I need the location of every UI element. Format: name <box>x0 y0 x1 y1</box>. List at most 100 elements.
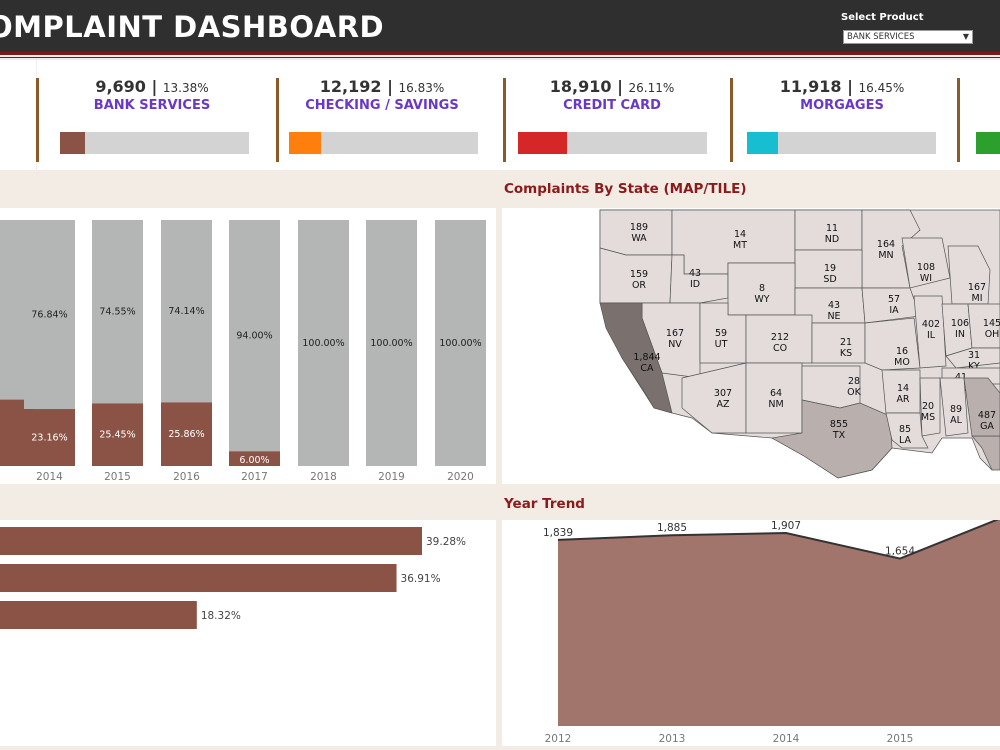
hbar-label: 39.28% <box>426 536 466 548</box>
kpi-progress-fill <box>976 132 1000 154</box>
state-shape-mi <box>947 245 991 305</box>
bar-label-bottom: 23.16% <box>31 433 67 444</box>
bar-segment-top <box>161 220 212 403</box>
kpi-value: 12,192 | 16.83% <box>319 77 445 96</box>
x-tick-label: 2020 <box>447 471 474 483</box>
state-abbr-label: NE <box>827 311 840 322</box>
hbar <box>0 564 397 592</box>
state-abbr-label: NM <box>768 399 783 410</box>
kpi-separator <box>730 78 733 162</box>
bar-segment-bottom <box>229 451 280 466</box>
state-abbr-label: GA <box>980 421 994 432</box>
kpi-progress-track <box>976 132 1000 154</box>
kpi-value: 11,918 | 16.45% <box>779 77 905 96</box>
kpi-label: MORGAGES <box>800 98 884 113</box>
kpi-row: 9,690 | 13.38% BANK SERVICES 12,192 | 16… <box>0 60 1000 170</box>
state-abbr-label: TX <box>832 430 846 441</box>
kpi-progress-fill <box>518 132 568 154</box>
state-count-label: 212 <box>771 332 789 343</box>
x-tick-label: 2014 <box>36 471 63 483</box>
state-abbr-label: UT <box>715 339 728 350</box>
stacked-bar-panel: 76.84% 23.16% 2014 74.55% 25.45% 2015 74.14% 25… <box>0 208 496 484</box>
header-rule <box>0 52 1000 55</box>
state-count-label: 21 <box>840 337 852 348</box>
hbar-label: 18.32% <box>201 610 241 622</box>
kpi-card-morgages[interactable]: 11,918 | 16.45% MORGAGES <box>740 60 960 170</box>
state-abbr-label: AZ <box>716 399 729 410</box>
trend-value-label: 1,907 <box>771 520 801 532</box>
state-shape-oh <box>967 303 1000 349</box>
kpi-card-credit-card[interactable]: 18,910 | 26.11% CREDIT CARD <box>510 60 730 170</box>
bar-label-bottom: 6.00% <box>239 455 269 466</box>
state-count-label: 8 <box>759 283 765 294</box>
bar-label-bottom: 25.86% <box>168 429 204 440</box>
chevron-down-icon[interactable]: ▼ <box>962 32 969 41</box>
kpi-progress-track <box>518 132 707 154</box>
x-tick-label: 2012 <box>545 733 572 745</box>
bar-segment-top <box>24 220 75 410</box>
state-count-label: 43 <box>689 268 701 279</box>
kpi-progress-fill <box>747 132 779 154</box>
year-trend-title: Year Trend <box>504 496 585 512</box>
state-count-label: 164 <box>877 239 895 250</box>
state-count-label: 11 <box>826 223 838 234</box>
state-abbr-label: IN <box>955 329 965 340</box>
bar-segment-bottom <box>24 409 75 466</box>
state-abbr-label: MO <box>894 357 910 368</box>
state-shape-la <box>885 412 929 449</box>
x-tick-label: 2015 <box>104 471 131 483</box>
stacked-bar <box>298 220 349 466</box>
bar-segment-top <box>92 220 143 404</box>
hbar-label: 36.91% <box>401 573 441 585</box>
hbar <box>0 527 422 555</box>
state-count-label: 402 <box>922 319 940 330</box>
x-tick-label: 2017 <box>241 471 268 483</box>
trend-area <box>558 518 1000 726</box>
state-abbr-label: MI <box>972 293 983 304</box>
state-count-label: 85 <box>899 424 911 435</box>
kpi-separator <box>957 78 960 162</box>
state-count-label: 167 <box>968 282 986 293</box>
trend-value-label: 1,654 <box>885 546 915 558</box>
kpi-progress-track <box>747 132 936 154</box>
state-shape-ms <box>919 377 941 437</box>
trend-value-label: 1,839 <box>543 527 573 539</box>
kpi-card-partial-right[interactable] <box>960 60 1000 170</box>
state-count-label: 108 <box>917 262 935 273</box>
trend-line <box>557 517 1000 560</box>
state-shape-mo <box>864 317 921 371</box>
x-tick-label: 2016 <box>173 471 200 483</box>
year-trend-chart: 1,839 1,885 1,907 1,654 2012 2013 2014 2015 <box>543 517 1000 745</box>
kpi-card-bank-services[interactable]: 9,690 | 13.38% BANK SERVICES <box>50 60 270 170</box>
state-abbr-label: LA <box>899 435 912 446</box>
year-trend-panel: 1,839 1,885 1,907 1,654 2012 2013 2014 2015 <box>502 517 1000 746</box>
x-tick-label: 2014 <box>773 733 800 745</box>
state-abbr-label: MS <box>921 412 935 423</box>
bar-label-top: 76.84% <box>31 310 67 321</box>
state-count-label: 106 <box>951 318 969 329</box>
kpi-value: 9,690 | 13.38% <box>95 77 209 96</box>
stacked-bar-chart: 76.84% 23.16% 2014 74.55% 25.45% 2015 74.14% 25… <box>0 220 486 483</box>
state-abbr-label: WY <box>754 294 769 305</box>
state-count-label: 59 <box>715 328 727 339</box>
stacked-bar <box>24 220 75 466</box>
state-shape-al <box>939 377 969 437</box>
bar-label-top: 100.00% <box>439 338 481 349</box>
state-count-label: 28 <box>848 376 860 387</box>
state-abbr-label: MT <box>733 240 747 251</box>
stacked-bar <box>366 220 417 466</box>
kpi-card-checking-savings[interactable]: 12,192 | 16.83% CHECKING / SAVINGS <box>280 60 500 170</box>
state-shape-az <box>681 362 747 434</box>
bar-label-top: 74.14% <box>168 306 204 317</box>
product-select[interactable]: BANK SERVICES ▼ <box>843 30 973 44</box>
state-count-label: 487 <box>978 410 996 421</box>
bar-label-bottom: 25.45% <box>99 430 135 441</box>
state-count-label: 19 <box>824 263 836 274</box>
state-shape-ks <box>811 322 866 364</box>
state-abbr-label: ID <box>690 279 700 290</box>
state-shape-tx <box>770 399 893 479</box>
state-abbr-label: WA <box>631 233 647 244</box>
trend-value-label: 1,885 <box>657 522 687 534</box>
state-count-label: 43 <box>828 300 840 311</box>
